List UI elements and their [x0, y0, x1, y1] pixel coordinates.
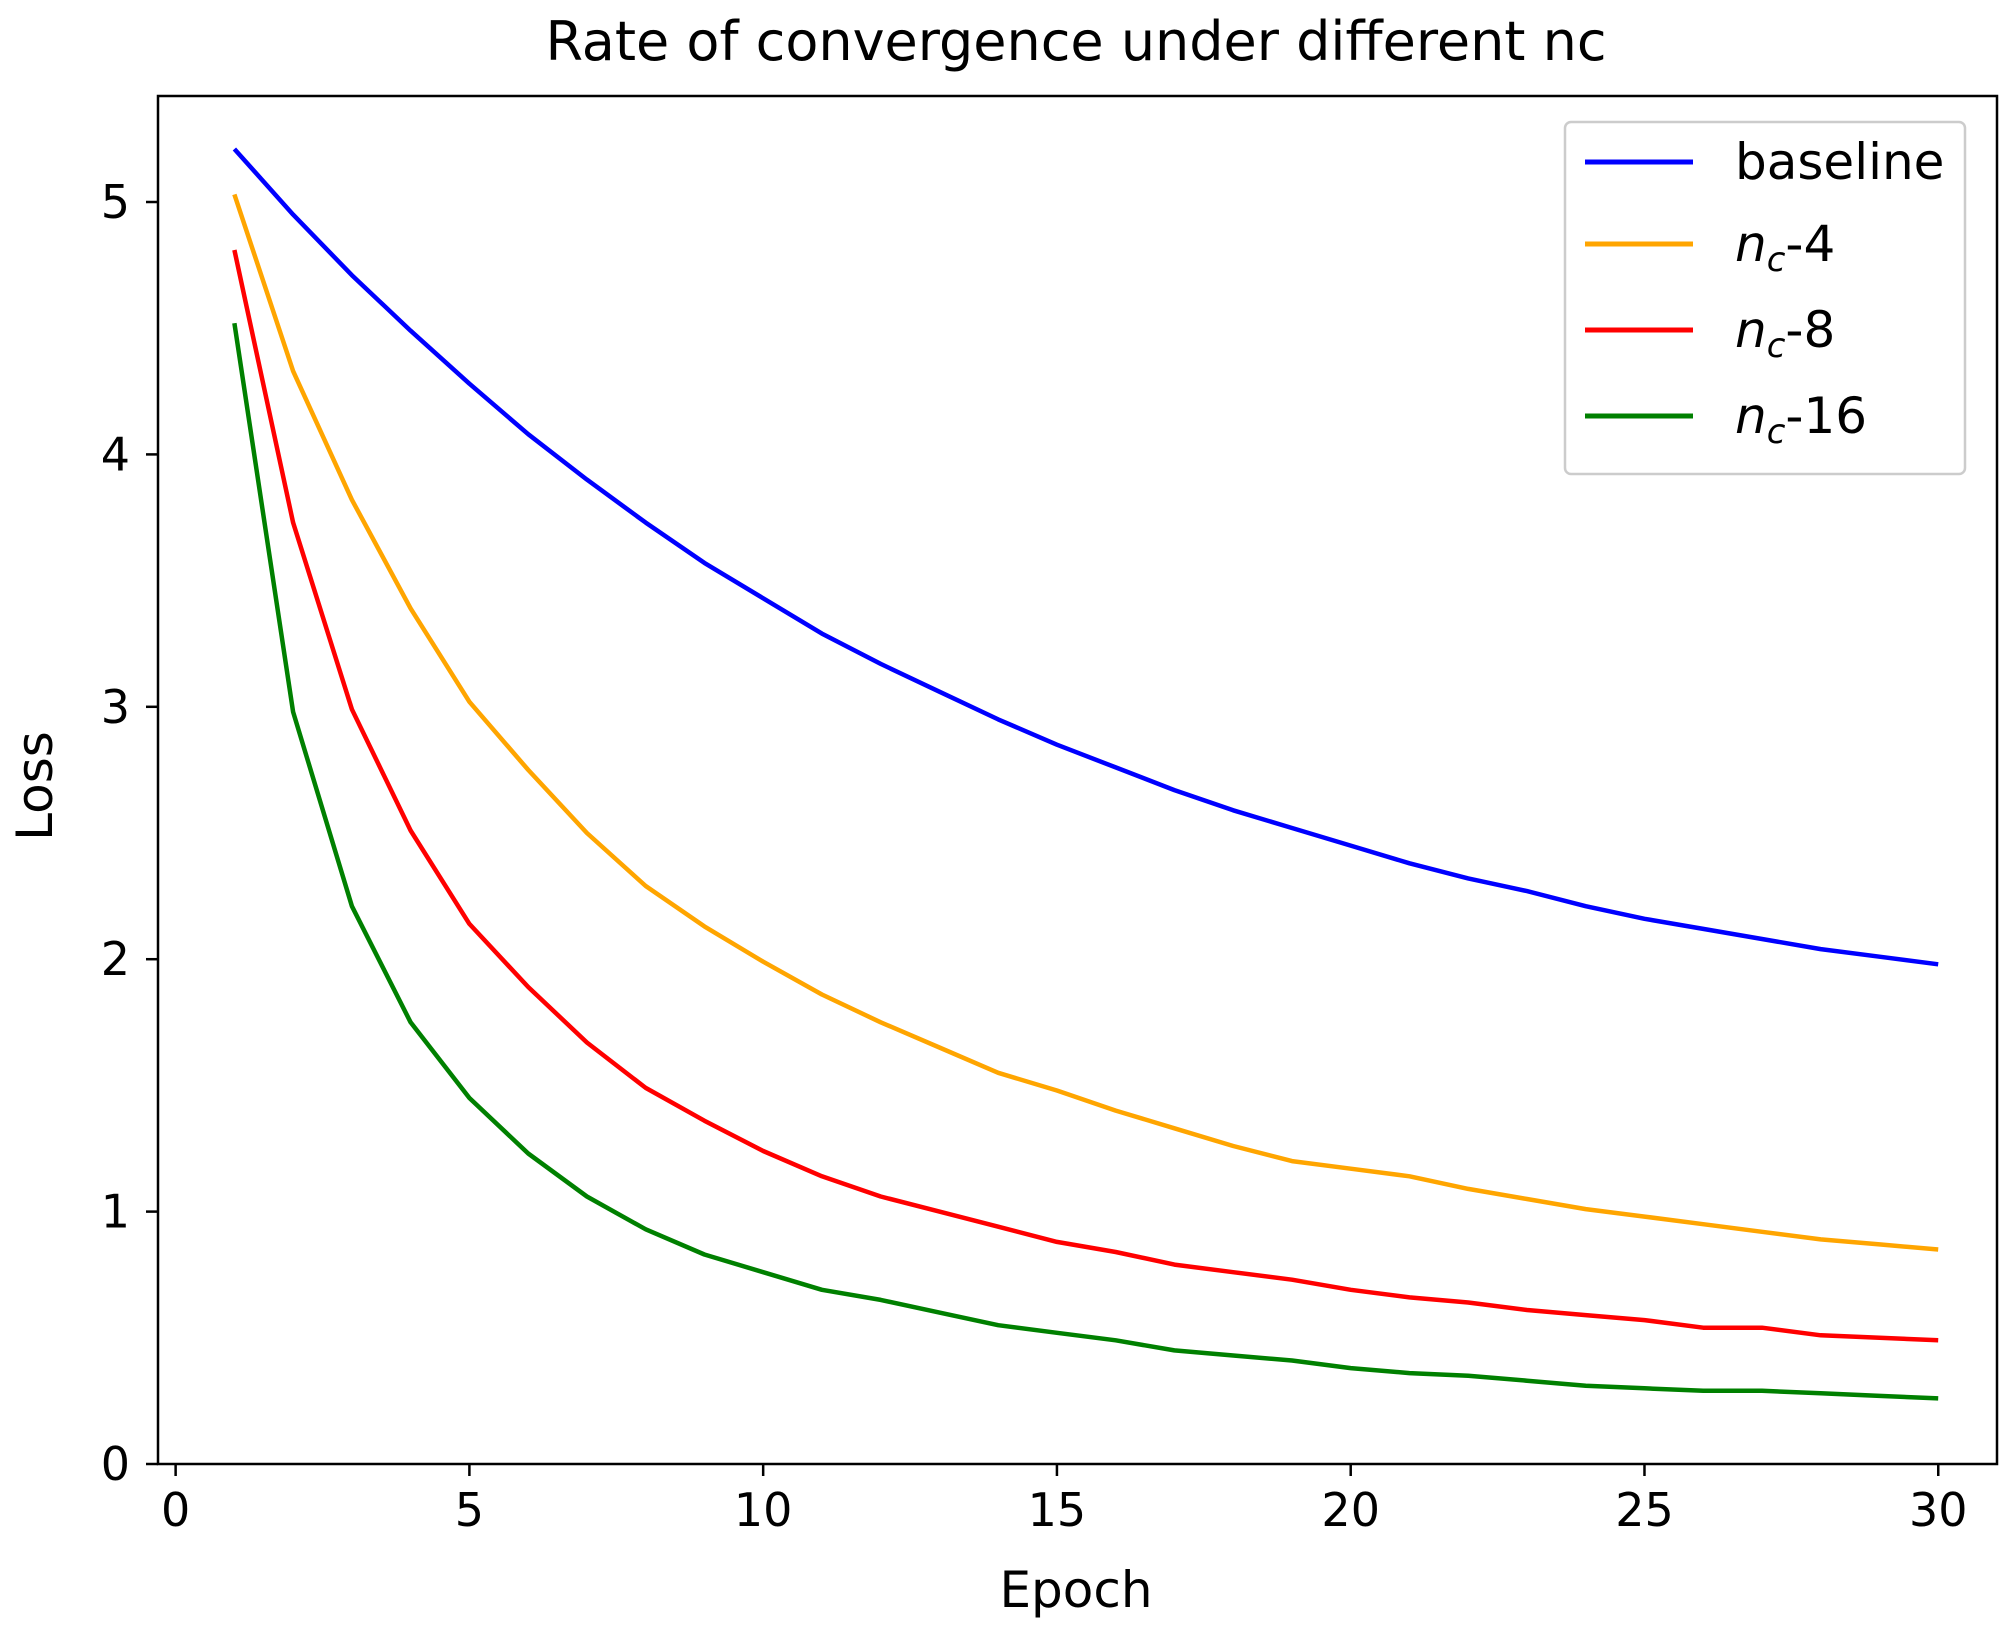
x-tick-label: 20 — [1321, 1483, 1380, 1537]
series-lines — [232, 147, 1939, 1401]
series-line-baseline — [232, 147, 1939, 967]
x-tick-label: 15 — [1028, 1483, 1087, 1537]
legend-box — [1563, 120, 1967, 476]
series-line-n-c-8 — [232, 249, 1939, 1343]
chart-title: Rate of convergence under different nc — [545, 10, 1606, 73]
legend-label: baseline — [1735, 133, 1944, 191]
x-axis-label: Epoch — [999, 1561, 1152, 1619]
x-tick-label: 0 — [161, 1483, 190, 1537]
y-tick-label: 3 — [101, 680, 130, 734]
y-axis-label: Loss — [6, 731, 64, 841]
y-tick-label: 1 — [101, 1185, 130, 1239]
series-line-n-c-16 — [232, 322, 1939, 1401]
y-tick-label: 5 — [101, 175, 130, 229]
legend-label: nc-16 — [1735, 387, 1867, 452]
y-tick-label: 4 — [101, 427, 130, 481]
legend: baseline nc-4 nc-8 nc-16 — [1563, 120, 1967, 476]
legend-label: nc-8 — [1735, 301, 1835, 366]
series-line-n-c-4 — [232, 193, 1939, 1252]
x-tick-label: 25 — [1615, 1483, 1674, 1537]
x-tick-label: 10 — [734, 1483, 793, 1537]
x-tick-label: 30 — [1909, 1483, 1968, 1537]
y-tick-label: 0 — [101, 1437, 130, 1491]
y-tick-label: 2 — [101, 932, 130, 986]
legend-label: nc-4 — [1735, 215, 1835, 280]
x-axis-ticks: 0 5 10 15 20 25 30 — [161, 1464, 1968, 1537]
x-tick-label: 5 — [455, 1483, 484, 1537]
y-axis-ticks: 0 1 2 3 4 5 — [101, 175, 158, 1491]
